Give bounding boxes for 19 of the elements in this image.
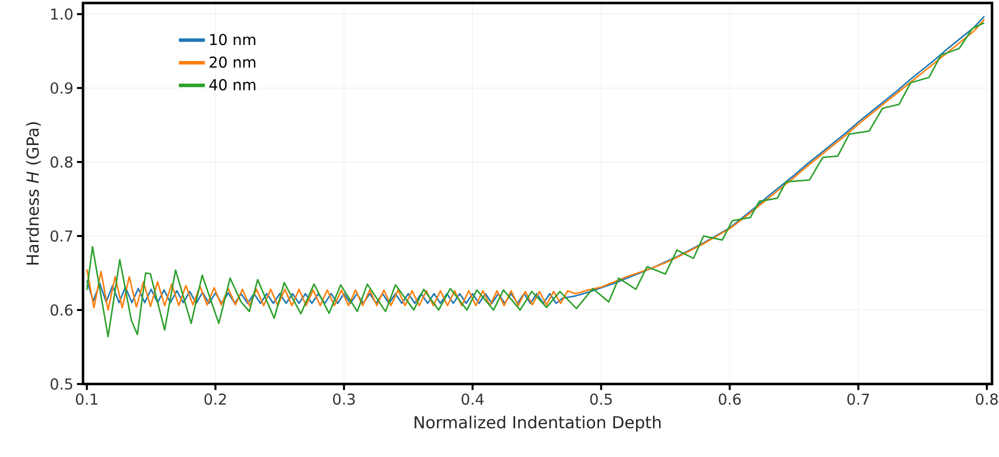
legend-label: 40 nm [209,79,256,90]
x-tick-label: 0.6 [718,394,741,405]
x-tick-label: 0.1 [76,394,98,405]
x-tick-label: 0.7 [847,394,869,405]
y-tick-label: 0.8 [50,156,72,168]
x-axis-title: Normalized Indentation Depth [414,416,661,432]
x-tick-label: 0.3 [333,394,355,405]
legend-label: 10 nm [210,34,256,46]
x-tick-label: 0.4 [462,394,484,405]
x-tick-label: 0.5 [590,394,612,405]
y-tick-label: 0.5 [50,378,72,390]
x-tick-label: 0.2 [204,394,226,405]
y-axis-title: Hardness H (GPa) [26,122,41,264]
y-tick-label: 0.6 [50,304,73,316]
y-tick-label: 0.9 [50,82,72,94]
x-tick-label: 0.8 [976,394,998,405]
legend-label: 20 nm [210,56,256,68]
y-tick-label: 0.7 [50,230,72,242]
y-tick-label: 1.0 [51,8,72,20]
